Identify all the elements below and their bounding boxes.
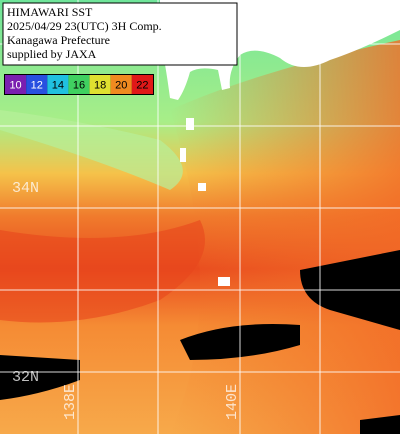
colorbar-segment bbox=[110, 75, 132, 94]
lat-label: 34N bbox=[12, 180, 39, 197]
lon-label: 138E bbox=[62, 384, 79, 420]
header-line: HIMAWARI SST bbox=[7, 5, 93, 19]
cloud bbox=[360, 415, 400, 434]
island bbox=[218, 277, 230, 286]
header-line: 2025/04/29 23(UTC) 3H Comp. bbox=[7, 19, 162, 33]
colorbar-segment bbox=[89, 75, 111, 94]
colorbar-segment bbox=[26, 75, 48, 94]
island bbox=[198, 183, 206, 191]
colorbar-label: 18 bbox=[94, 79, 106, 91]
island bbox=[186, 118, 194, 130]
colorbar-segment bbox=[68, 75, 90, 94]
lon-label: 140E bbox=[224, 384, 241, 420]
warm-band bbox=[0, 220, 205, 323]
colorbar-label: 22 bbox=[136, 79, 148, 91]
colorbar: 10 12 14 16 18 20 22 bbox=[4, 74, 154, 95]
colorbar-label: 12 bbox=[31, 79, 43, 91]
colorbar-segment bbox=[131, 75, 153, 94]
header-line: supplied by JAXA bbox=[7, 47, 97, 61]
island bbox=[180, 148, 186, 162]
colorbar-segment bbox=[47, 75, 69, 94]
header-box bbox=[2, 2, 238, 66]
colorbar-label: 10 bbox=[9, 79, 21, 91]
cloud bbox=[0, 355, 80, 400]
header-line: Kanagawa Prefecture bbox=[7, 33, 110, 47]
colorbar-label: 14 bbox=[52, 79, 64, 91]
cool-band bbox=[0, 110, 183, 190]
colorbar-label: 20 bbox=[115, 79, 127, 91]
colorbar-segment bbox=[5, 75, 27, 94]
lat-label: 32N bbox=[12, 369, 39, 386]
colorbar-label: 16 bbox=[73, 79, 85, 91]
